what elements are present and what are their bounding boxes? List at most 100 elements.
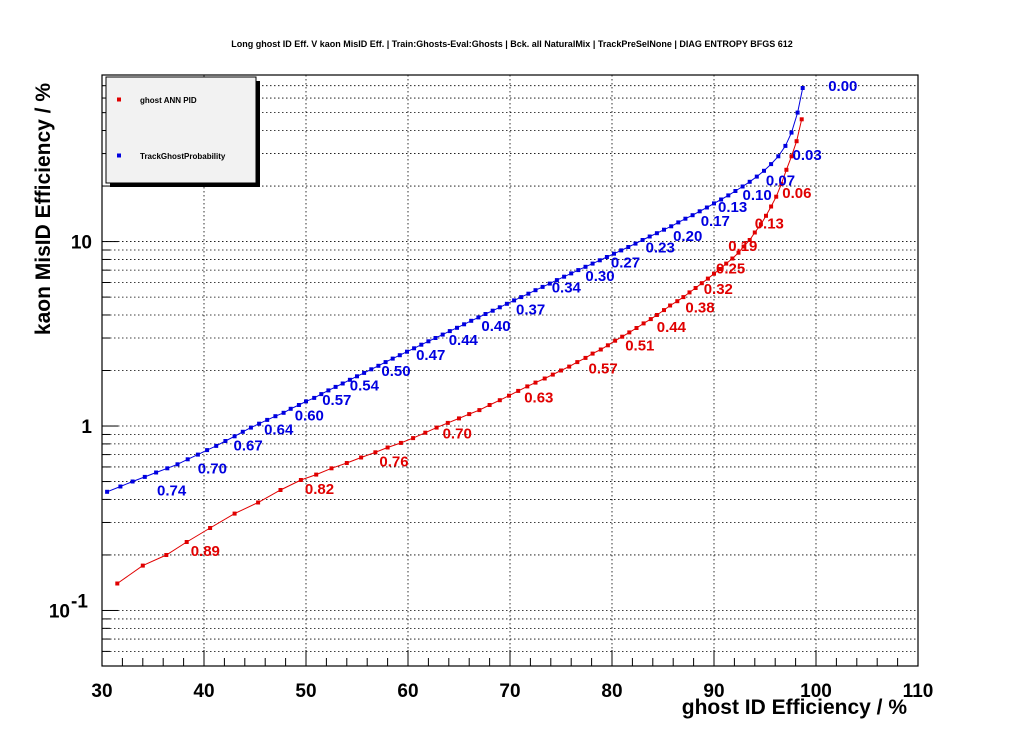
data-point	[347, 377, 352, 382]
data-point	[619, 248, 624, 253]
data-point	[676, 220, 681, 225]
data-point	[298, 478, 303, 482]
point-label: 0.70	[198, 460, 227, 477]
data-point	[633, 241, 638, 246]
point-label: 0.57	[589, 360, 618, 377]
data-point	[550, 372, 555, 377]
data-point	[687, 290, 692, 295]
data-point	[487, 403, 492, 407]
data-point	[195, 452, 200, 457]
series-trackghostprobability	[105, 86, 805, 494]
data-point	[232, 511, 237, 516]
y-tick-label: 10	[49, 601, 70, 622]
point-label: 0.38	[685, 300, 714, 317]
data-point	[740, 184, 745, 189]
data-point	[411, 436, 416, 441]
data-point	[240, 429, 245, 434]
data-point	[762, 168, 766, 173]
data-point	[733, 189, 738, 193]
data-point	[105, 489, 110, 494]
data-point	[526, 291, 531, 296]
legend-label-ghost-ann-pid: ghost ANN PID	[140, 96, 197, 105]
data-point	[597, 258, 602, 263]
data-point	[662, 308, 666, 313]
data-point	[669, 224, 674, 229]
series-layer	[105, 86, 805, 586]
data-point	[469, 318, 474, 323]
legend-marker-trackghostprobability	[117, 153, 121, 158]
data-point	[654, 231, 659, 236]
point-label: 0.07	[766, 172, 795, 189]
data-point	[699, 281, 704, 286]
data-point	[697, 209, 702, 214]
data-point	[724, 261, 729, 266]
data-point	[783, 143, 788, 148]
data-point	[412, 346, 417, 351]
data-point	[634, 326, 639, 330]
y-tick-exponent: -1	[71, 591, 88, 612]
point-label: 0.20	[673, 228, 702, 245]
data-point	[598, 347, 603, 352]
data-point	[248, 425, 253, 430]
point-label: 0.44	[657, 319, 687, 336]
data-point	[726, 193, 731, 198]
data-point	[278, 488, 283, 492]
data-point	[640, 238, 645, 242]
data-point	[140, 563, 145, 568]
data-point	[433, 336, 438, 340]
data-point	[613, 338, 618, 343]
data-point	[705, 276, 710, 281]
data-point	[741, 244, 746, 249]
point-label: 0.03	[793, 147, 822, 164]
data-point	[462, 322, 467, 327]
data-point	[369, 367, 374, 372]
legend-box	[105, 76, 257, 184]
data-point	[540, 284, 545, 289]
data-point	[648, 317, 653, 322]
data-point	[359, 455, 364, 460]
data-point	[675, 299, 680, 304]
data-point	[296, 403, 301, 407]
data-point	[747, 238, 752, 242]
data-point	[314, 472, 319, 477]
data-point	[626, 245, 631, 249]
data-point	[445, 420, 450, 425]
data-point	[719, 197, 724, 202]
data-point	[288, 406, 293, 411]
data-point	[497, 398, 502, 403]
data-point	[681, 295, 686, 300]
data-point	[654, 313, 659, 317]
data-point	[754, 174, 759, 179]
data-point	[232, 434, 237, 439]
point-label: 0.67	[234, 437, 263, 454]
data-point	[764, 213, 768, 218]
data-point	[789, 130, 794, 135]
data-point	[208, 526, 213, 530]
data-point	[504, 301, 509, 306]
point-label: 0.60	[295, 407, 324, 424]
data-point	[736, 250, 741, 255]
data-point	[497, 305, 502, 310]
chart-title: Long ghost ID Eff. V kaon MisID Eff. | T…	[231, 39, 793, 49]
data-point	[604, 255, 609, 259]
point-label: 0.63	[524, 389, 553, 406]
data-point	[130, 479, 135, 484]
point-label: 0.44	[449, 332, 479, 349]
data-point	[405, 349, 409, 354]
data-point	[795, 110, 800, 115]
data-point	[312, 395, 317, 400]
point-label: 0.76	[379, 453, 408, 470]
data-point	[693, 286, 698, 290]
point-label: 0.54	[350, 378, 380, 395]
point-label: 0.00	[828, 78, 857, 95]
data-point	[519, 295, 524, 300]
point-label: 0.82	[305, 481, 334, 498]
data-point	[398, 440, 403, 445]
data-point	[784, 167, 789, 172]
point-label: 0.70	[443, 425, 472, 442]
data-point	[542, 376, 547, 381]
x-tick-label: 50	[295, 681, 316, 702]
x-axis-title: ghost ID Efficiency / %	[682, 696, 908, 719]
data-point	[747, 179, 752, 184]
point-label: 0.19	[728, 238, 757, 255]
